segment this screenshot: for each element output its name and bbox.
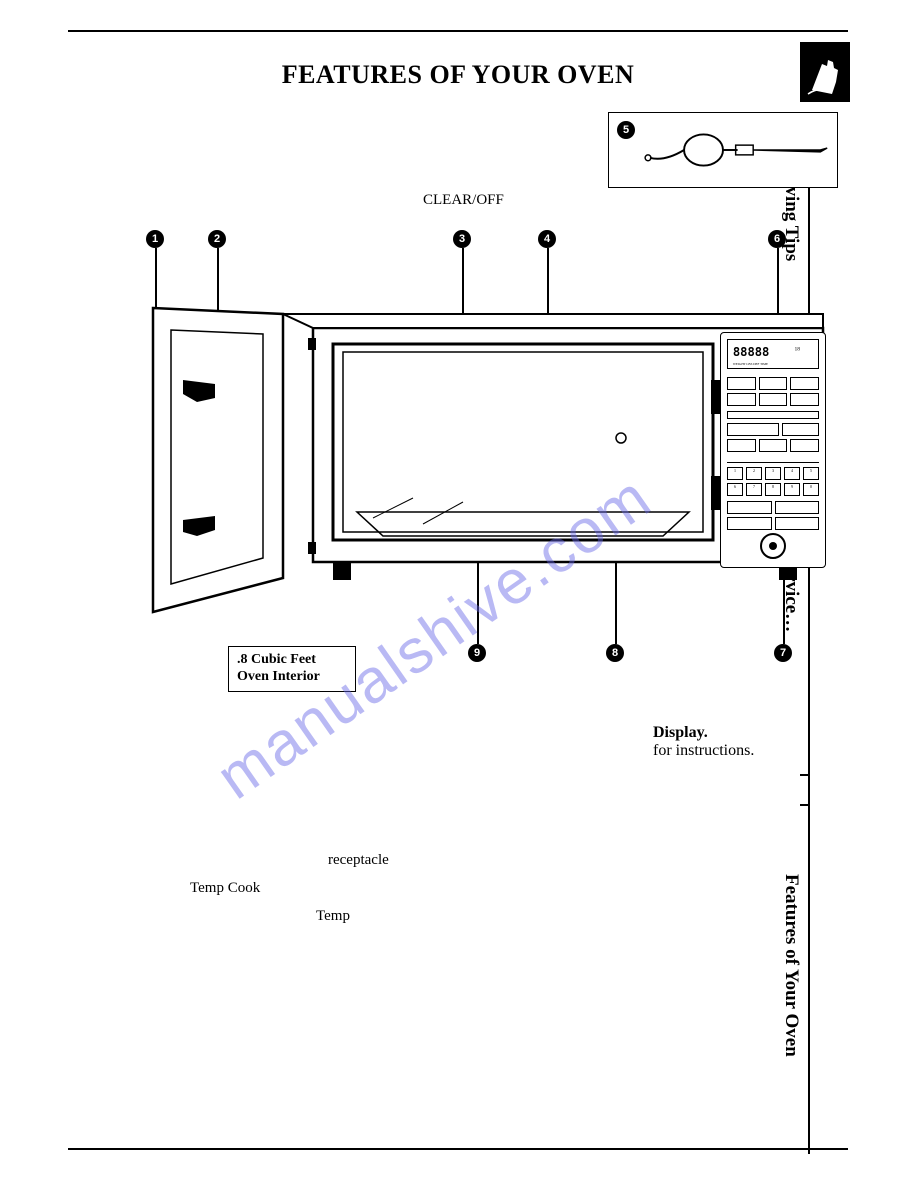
section-tab-icon [800, 42, 850, 102]
door-release-knob [760, 533, 786, 559]
side-tick [800, 804, 810, 806]
body-receptacle: receptacle [328, 852, 389, 869]
manual-page: FEATURES OF YOUR OVEN Microwaving Tips I… [68, 30, 848, 1150]
display-caption: Display. for instructions. [653, 724, 754, 760]
panel-display: 88888 18 WEIGHT LBS DEF TIME [727, 339, 819, 369]
interior-spec: .8 Cubic Feet Oven Interior [228, 646, 356, 692]
body-tempcook: Temp Cook [190, 880, 260, 897]
control-panel: 88888 18 WEIGHT LBS DEF TIME 12345 67890 [720, 332, 826, 568]
svg-text:88888: 88888 [733, 345, 770, 359]
callout-2: 2 [208, 230, 226, 248]
panel-label [727, 411, 819, 419]
interior-spec-line2: Oven Interior [237, 669, 320, 684]
side-tab-features: Features of Your Oven [780, 874, 802, 1057]
page-title: FEATURES OF YOUR OVEN [68, 60, 848, 90]
callout-7: 7 [774, 644, 792, 662]
svg-text:WEIGHT LBS DEF TIME: WEIGHT LBS DEF TIME [733, 362, 768, 366]
callout-4: 4 [538, 230, 556, 248]
callout-6: 6 [768, 230, 786, 248]
probe-illustration: 5 [608, 112, 838, 188]
display-caption-rest: for instructions. [653, 742, 754, 760]
callout-9: 9 [468, 644, 486, 662]
panel-label [727, 457, 819, 463]
callout-1: 1 [146, 230, 164, 248]
callout-3: 3 [453, 230, 471, 248]
svg-text:18: 18 [794, 346, 800, 352]
display-caption-bold: Display. [653, 724, 708, 741]
side-tick [800, 774, 810, 776]
clear-off-label: CLEAR/OFF [423, 192, 504, 209]
callout-8: 8 [606, 644, 624, 662]
interior-spec-line1: .8 Cubic Feet [237, 652, 316, 667]
body-temp: Temp [316, 908, 350, 925]
